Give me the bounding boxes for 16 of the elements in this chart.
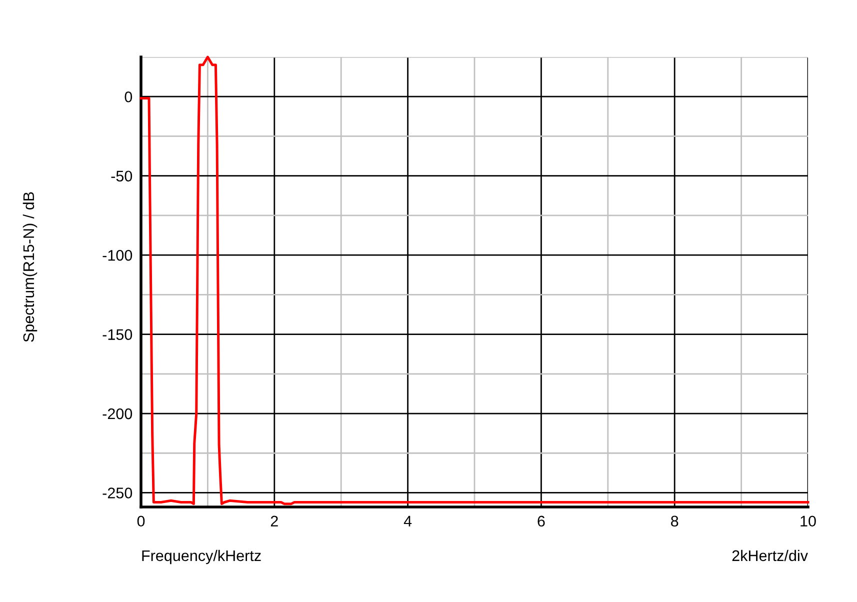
y-tick-label: -100 [102, 250, 132, 261]
x-tick-label: 0 [137, 516, 145, 527]
x-tick-label: 2 [270, 516, 278, 526]
y-axis-title: Spectrum(R15-N) / dB [22, 192, 38, 342]
line-series [140, 56, 810, 506]
y-tick-label: -200 [102, 408, 132, 420]
x-axis-title: Frequency/kHertz [142, 550, 261, 564]
x-tick-label: 10 [800, 516, 816, 527]
x-tick-label: 6 [538, 516, 545, 527]
x-tick-label: 8 [671, 516, 678, 527]
y-tick-label: -250 [102, 488, 132, 498]
y-tick-label: -150 [102, 329, 132, 340]
y-tick-label: 0 [124, 91, 132, 102]
text: 2kHertz/div [732, 550, 808, 562]
x-tick-label: 4 [404, 516, 412, 526]
y-tick-label: -50 [111, 170, 132, 182]
